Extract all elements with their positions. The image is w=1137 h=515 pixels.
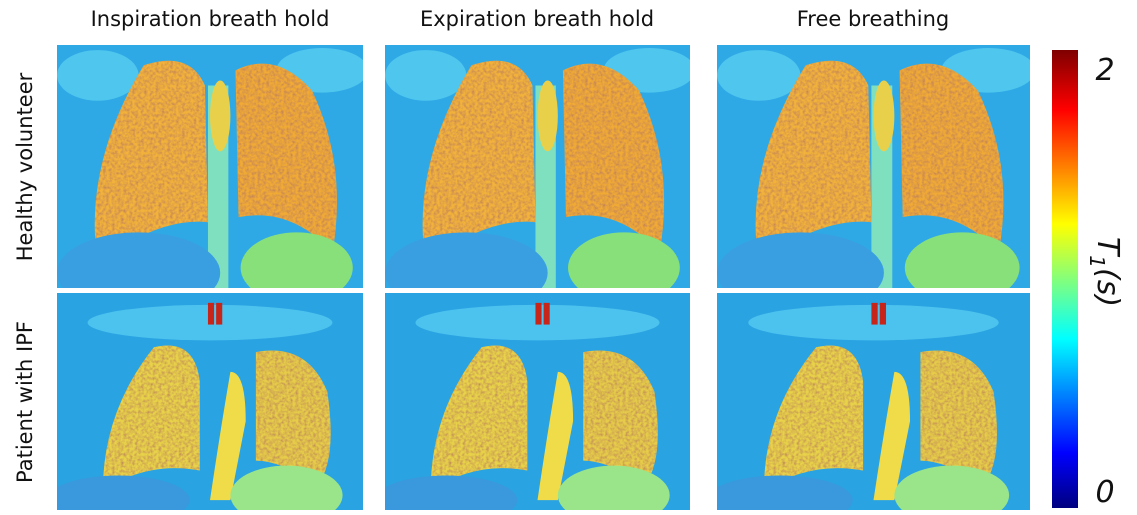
colorbar-subscript: 1 — [1085, 255, 1109, 268]
mri-panel — [57, 45, 368, 313]
colorbar-unit: (s) — [1090, 268, 1125, 307]
row-label: Healthy volunteer — [13, 72, 37, 261]
colorbar-max: 2 — [1095, 53, 1114, 88]
colorbar-min: 0 — [1095, 475, 1114, 510]
mri-panel — [385, 45, 695, 313]
mri-panel — [707, 293, 1030, 515]
column-title: Inspiration breath hold — [91, 7, 330, 31]
column-title: Expiration breath hold — [420, 7, 654, 31]
mri-panel — [717, 45, 1035, 313]
panels — [47, 45, 1035, 515]
figure: Inspiration breath hold Expiration breat… — [0, 0, 1137, 515]
mri-panel — [375, 293, 690, 515]
colorbar-label: T1(s) — [1085, 237, 1125, 307]
column-title: Free breathing — [797, 7, 950, 31]
mri-panel — [47, 293, 363, 515]
colorbar — [1052, 50, 1078, 508]
figure-canvas: Inspiration breath hold Expiration breat… — [0, 0, 1137, 515]
row-label: Patient with IPF — [13, 321, 37, 483]
